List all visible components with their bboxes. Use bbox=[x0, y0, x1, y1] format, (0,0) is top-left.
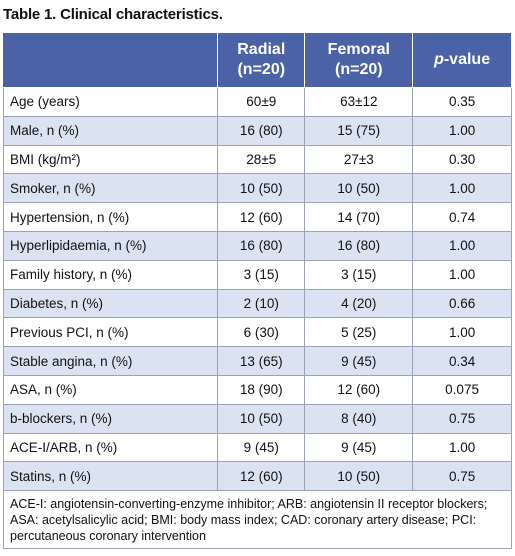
row-label: Family history, n (%) bbox=[2, 259, 219, 290]
cell: 16 (80) bbox=[217, 115, 306, 146]
cell: 0.30 bbox=[412, 144, 512, 175]
header-cell: p-value bbox=[412, 32, 512, 88]
cell: 0.75 bbox=[412, 403, 512, 434]
cell: 0.34 bbox=[412, 346, 512, 376]
table-row: b-blockers, n (%) 10 (50) 8 (40) 0.75 bbox=[2, 403, 512, 434]
header-text: (n=20) bbox=[335, 61, 383, 78]
row-label: Statins, n (%) bbox=[2, 461, 219, 492]
row-label: ASA, n (%) bbox=[2, 374, 219, 405]
cell: 10 (50) bbox=[217, 403, 306, 434]
cell: 15 (75) bbox=[304, 115, 414, 146]
cell: 1.00 bbox=[412, 432, 512, 463]
table-row: Hypertension, n (%) 12 (60) 14 (70) 0.74 bbox=[2, 202, 512, 232]
cell: 2 (10) bbox=[217, 288, 306, 319]
header-text: p bbox=[434, 51, 444, 68]
table-row: Previous PCI, n (%) 6 (30) 5 (25) 1.00 bbox=[2, 317, 512, 348]
cell: 12 (60) bbox=[217, 202, 306, 232]
cell: 6 (30) bbox=[217, 317, 306, 348]
cell: 0.075 bbox=[412, 374, 512, 405]
row-label: Stable angina, n (%) bbox=[2, 346, 219, 376]
row-label: BMI (kg/m²) bbox=[2, 144, 219, 175]
header-cell: Femoral (n=20) bbox=[304, 32, 414, 88]
cell: 27±3 bbox=[304, 144, 414, 175]
cell: 3 (15) bbox=[217, 259, 306, 290]
table-row: BMI (kg/m²) 28±5 27±3 0.30 bbox=[2, 144, 512, 175]
table-body: Age (years) 60±9 63±12 0.35 Male, n (%) 16 (8… bbox=[2, 87, 512, 492]
table-block: Table 1. Clinical characteristics. Radia… bbox=[2, 0, 512, 550]
table-row: Family history, n (%) 3 (15) 3 (15) 1.00 bbox=[2, 259, 512, 290]
cell: 1.00 bbox=[412, 230, 512, 261]
header-text: Femoral bbox=[327, 41, 390, 58]
cell: 18 (90) bbox=[217, 374, 306, 405]
cell: 3 (15) bbox=[304, 259, 414, 290]
cell: 16 (80) bbox=[217, 230, 306, 261]
cell: 16 (80) bbox=[304, 230, 414, 261]
row-label: b-blockers, n (%) bbox=[2, 403, 219, 434]
row-label: Hypertension, n (%) bbox=[2, 202, 219, 232]
cell: 10 (50) bbox=[304, 461, 414, 492]
row-label: Previous PCI, n (%) bbox=[2, 317, 219, 348]
row-label: Age (years) bbox=[2, 87, 219, 117]
table-row: Statins, n (%) 12 (60) 10 (50) 0.75 bbox=[2, 461, 512, 492]
cell: 0.74 bbox=[412, 202, 512, 232]
cell: 1.00 bbox=[412, 173, 512, 204]
header-cell: Radial (n=20) bbox=[217, 32, 306, 88]
row-label: Male, n (%) bbox=[2, 115, 219, 146]
cell: 28±5 bbox=[217, 144, 306, 175]
cell: 63±12 bbox=[304, 87, 414, 117]
cell: 9 (45) bbox=[217, 432, 306, 463]
header-text: Radial bbox=[237, 41, 286, 58]
cell: 10 (50) bbox=[304, 173, 414, 204]
cell: 60±9 bbox=[217, 87, 306, 117]
row-label: Diabetes, n (%) bbox=[2, 288, 219, 319]
footnote: ACE-I: angiotensin-converting-enzyme inh… bbox=[3, 491, 512, 550]
header-cell bbox=[2, 32, 219, 88]
table-row: Age (years) 60±9 63±12 0.35 bbox=[2, 87, 512, 117]
table-row: Hyperlipidaemia, n (%) 16 (80) 16 (80) 1.00 bbox=[2, 230, 512, 261]
row-label: Smoker, n (%) bbox=[2, 173, 219, 204]
cell: 0.35 bbox=[412, 87, 512, 117]
header-text: (n=20) bbox=[237, 61, 286, 78]
header-row: Radial (n=20) Femoral (n=20) p-value bbox=[2, 32, 512, 88]
cell: 1.00 bbox=[412, 317, 512, 348]
cell: 5 (25) bbox=[304, 317, 414, 348]
cell: 12 (60) bbox=[217, 461, 306, 492]
cell: 13 (65) bbox=[217, 346, 306, 376]
cell: 0.75 bbox=[412, 461, 512, 492]
cell: 8 (40) bbox=[304, 403, 414, 434]
cell: 4 (20) bbox=[304, 288, 414, 319]
table: Radial (n=20) Femoral (n=20) p-value Age (… bbox=[2, 32, 512, 492]
cell: 1.00 bbox=[412, 115, 512, 146]
cell: 10 (50) bbox=[217, 173, 306, 204]
cell: 9 (45) bbox=[304, 432, 414, 463]
cell: 14 (70) bbox=[304, 202, 414, 232]
header-text: -value bbox=[443, 51, 491, 68]
cell: 12 (60) bbox=[304, 374, 414, 405]
table-title: Table 1. Clinical characteristics. bbox=[3, 6, 223, 23]
table-row: ASA, n (%) 18 (90) 12 (60) 0.075 bbox=[2, 374, 512, 405]
cell: 0.66 bbox=[412, 288, 512, 319]
table-row: Male, n (%) 16 (80) 15 (75) 1.00 bbox=[2, 115, 512, 146]
table-row: ACE-I/ARB, n (%) 9 (45) 9 (45) 1.00 bbox=[2, 432, 512, 463]
row-label: Hyperlipidaemia, n (%) bbox=[2, 230, 219, 261]
cell: 1.00 bbox=[412, 259, 512, 290]
table-row: Smoker, n (%) 10 (50) 10 (50) 1.00 bbox=[2, 173, 512, 204]
table-row: Stable angina, n (%) 13 (65) 9 (45) 0.34 bbox=[2, 346, 512, 376]
table-row: Diabetes, n (%) 2 (10) 4 (20) 0.66 bbox=[2, 288, 512, 319]
row-label: ACE-I/ARB, n (%) bbox=[2, 432, 219, 463]
cell: 9 (45) bbox=[304, 346, 414, 376]
